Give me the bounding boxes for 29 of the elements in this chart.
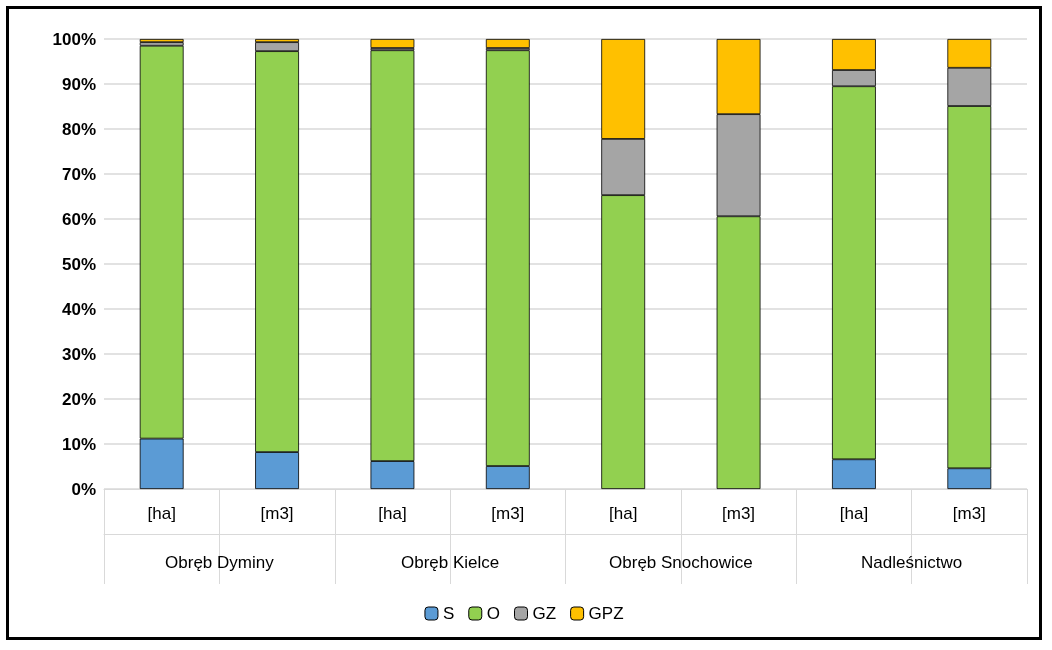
bar: [370, 39, 415, 48]
x-tick-label: [ha]: [147, 504, 176, 523]
legend-label: GZ: [532, 604, 557, 623]
bar: [485, 39, 530, 48]
y-tick-label: 50%: [61, 254, 96, 274]
y-tick-label: 20%: [61, 389, 96, 409]
y-tick-label: 0%: [71, 479, 96, 499]
x-tick-label: [m3]: [491, 504, 525, 523]
y-tick-label: 80%: [61, 119, 96, 139]
text: Obręb Snochowice: [609, 553, 753, 572]
x-tick-label: [ha]: [839, 504, 869, 523]
text: Nadleśnictwo: [861, 553, 963, 572]
y-tick-label: 70%: [61, 164, 96, 184]
y-tick-label: 100%: [52, 29, 96, 49]
x-tick-label: [ha]: [609, 504, 638, 523]
y-tick-label: 90%: [61, 74, 96, 94]
x-tick-label: [ha]: [378, 504, 407, 523]
legend-label: S: [442, 604, 455, 623]
text: Obręb Dyminy: [165, 553, 275, 572]
x-tick-label: [m3]: [260, 504, 294, 523]
legend-label: GPZ: [588, 604, 624, 623]
x-tick-label: [m3]: [722, 504, 756, 523]
legend-label: O: [486, 604, 501, 623]
y-tick-label: 40%: [61, 299, 96, 319]
y-tick-label: 10%: [61, 434, 96, 454]
x-tick-label: [m3]: [952, 504, 986, 523]
text: Obręb Kielce: [400, 553, 500, 572]
y-tick-label: 30%: [61, 344, 96, 364]
y-tick-label: 60%: [61, 209, 96, 229]
